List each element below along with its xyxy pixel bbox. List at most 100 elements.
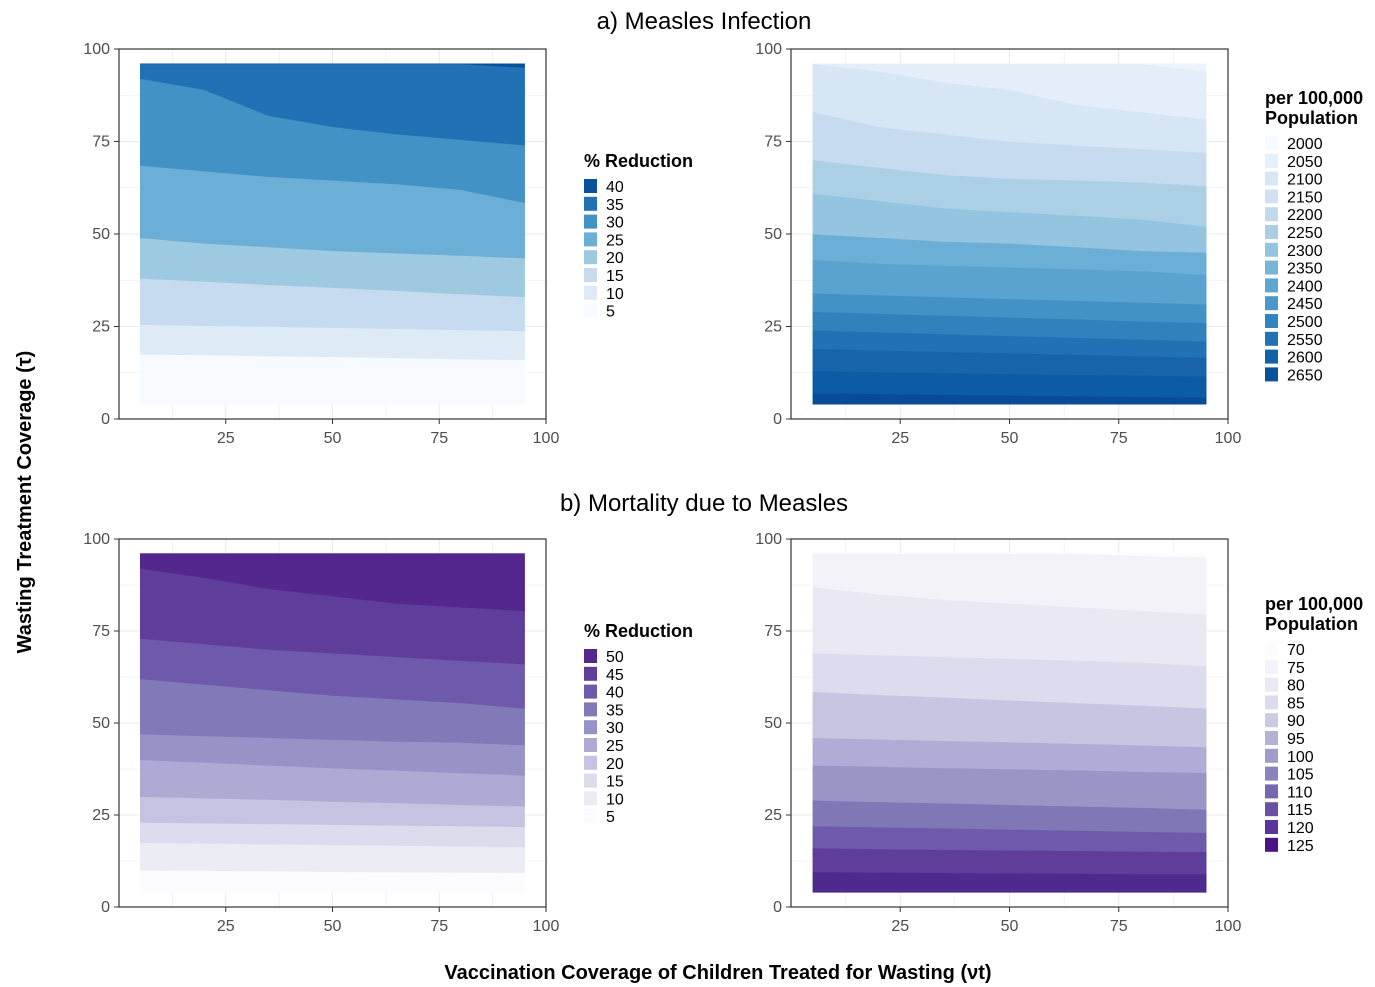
legend-swatch xyxy=(1265,136,1278,150)
y-tick-label: 0 xyxy=(101,411,110,428)
legend-label: 2550 xyxy=(1287,332,1323,349)
legend-label: 45 xyxy=(606,667,624,684)
legend-swatch xyxy=(1265,153,1278,168)
legend-swatch xyxy=(584,250,597,265)
legend-swatch xyxy=(1265,260,1278,275)
legend-swatch xyxy=(584,179,597,193)
legend-label: 15 xyxy=(606,774,624,791)
legend-title: Population xyxy=(1265,614,1358,634)
x-tick-label: 100 xyxy=(1215,430,1242,447)
legend-swatch xyxy=(1265,784,1278,799)
contour-band xyxy=(812,871,1207,893)
legend-label: 2650 xyxy=(1287,367,1323,384)
legend-swatch xyxy=(584,702,597,717)
legend-swatch xyxy=(1265,642,1278,656)
legend-mortality-per-100k: per 100,000Population7075808590951001051… xyxy=(1265,594,1363,855)
legend-label: 95 xyxy=(1287,731,1305,748)
legend-swatch xyxy=(1265,802,1278,817)
legend-label: 2250 xyxy=(1287,225,1323,242)
y-tick-label: 25 xyxy=(92,319,110,336)
y-tick-label: 100 xyxy=(83,531,110,548)
legend-swatch xyxy=(584,666,597,681)
legend-swatch xyxy=(584,214,597,229)
legend-swatch xyxy=(1265,207,1278,222)
legend-label: 2500 xyxy=(1287,314,1323,331)
x-tick-label: 50 xyxy=(324,430,342,447)
legend-swatch xyxy=(584,196,597,211)
legend-label: 10 xyxy=(606,286,624,303)
legend-label: 30 xyxy=(606,215,624,232)
legend-swatch xyxy=(1265,766,1278,781)
legend-swatch xyxy=(584,232,597,247)
legend-label: 115 xyxy=(1287,802,1313,819)
legend-swatch xyxy=(1265,748,1278,763)
y-tick-label: 25 xyxy=(764,807,782,824)
legend-title: % Reduction xyxy=(584,151,693,171)
contour-band xyxy=(812,63,1207,72)
legend-label: 2300 xyxy=(1287,243,1323,260)
y-tick-label: 0 xyxy=(773,899,782,916)
legend-label: 100 xyxy=(1287,749,1314,766)
legend-label: 125 xyxy=(1287,838,1314,855)
legend-label: 40 xyxy=(606,685,624,702)
x-tick-label: 25 xyxy=(891,918,909,935)
legend-label: 5 xyxy=(606,304,615,321)
legend-swatch xyxy=(1265,731,1278,745)
x-tick-label: 75 xyxy=(1110,430,1128,447)
y-tick-label: 50 xyxy=(764,226,782,243)
legend-label: 80 xyxy=(1287,678,1305,695)
legend-swatch xyxy=(584,791,597,806)
legend-swatch xyxy=(584,649,597,663)
legend-label: 2400 xyxy=(1287,278,1323,295)
legend-label: 35 xyxy=(606,702,624,719)
legend-swatch xyxy=(1265,225,1278,239)
panel-mortality-per-100k: 0 25 50 75 100 25 50 75 100 per 100,000Population… xyxy=(755,531,1363,935)
legend-label: 120 xyxy=(1287,820,1314,837)
contour-band xyxy=(140,869,525,893)
y-tick-label: 50 xyxy=(764,715,782,732)
x-tick-label: 25 xyxy=(217,918,235,935)
y-tick-label: 100 xyxy=(83,41,110,58)
y-tick-label: 50 xyxy=(92,226,110,243)
x-tick-label: 75 xyxy=(430,918,448,935)
y-tick-label: 75 xyxy=(92,134,110,151)
legend-swatch xyxy=(1265,837,1278,852)
legend-label: 25 xyxy=(606,738,624,755)
legend-swatch xyxy=(1265,171,1278,186)
legend-swatch xyxy=(584,809,597,824)
x-tick-label: 50 xyxy=(1001,430,1019,447)
legend-swatch xyxy=(584,738,597,752)
legend-swatch xyxy=(1265,695,1278,710)
y-tick-label: 100 xyxy=(755,41,782,58)
legend-title: Population xyxy=(1265,108,1358,128)
legend-label: 20 xyxy=(606,756,624,773)
y-tick-label: 75 xyxy=(764,134,782,151)
legend-label: 2350 xyxy=(1287,261,1323,278)
legend-label: 35 xyxy=(606,197,624,214)
y-tick-label: 75 xyxy=(92,623,110,640)
legend-swatch xyxy=(1265,713,1278,728)
legend-label: 10 xyxy=(606,791,624,808)
legend-label: 15 xyxy=(606,268,624,285)
legend-label: 75 xyxy=(1287,660,1305,677)
y-tick-label: 0 xyxy=(101,899,110,916)
legend-label: 2600 xyxy=(1287,350,1323,367)
legend-label: 105 xyxy=(1287,767,1314,784)
legend-label: 90 xyxy=(1287,713,1305,730)
legend-swatch xyxy=(1265,349,1278,364)
legend-swatch xyxy=(1265,278,1278,293)
legend-label: 2100 xyxy=(1287,172,1323,189)
legend-swatch xyxy=(1265,659,1278,674)
legend-swatch xyxy=(584,755,597,770)
legend-label: 30 xyxy=(606,720,624,737)
y-tick-label: 100 xyxy=(755,531,782,548)
x-tick-label: 25 xyxy=(891,430,909,447)
